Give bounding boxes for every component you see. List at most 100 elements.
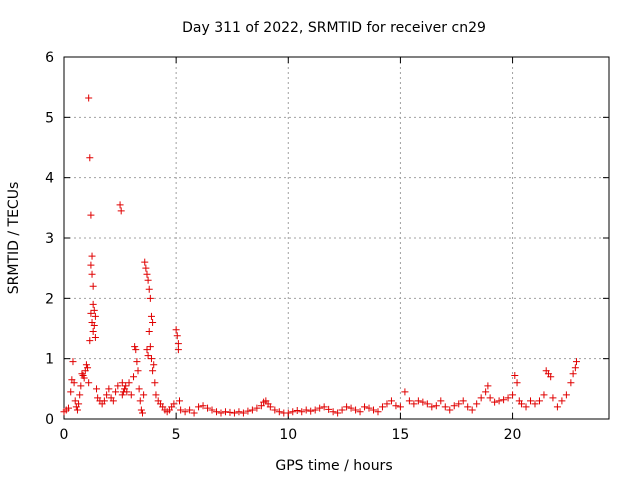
data-point xyxy=(401,388,409,396)
data-point xyxy=(122,382,130,390)
data-point xyxy=(70,379,78,387)
data-point xyxy=(392,402,400,410)
data-point xyxy=(69,358,77,366)
data-point xyxy=(142,264,150,272)
data-point xyxy=(91,312,99,320)
data-point xyxy=(190,409,198,417)
data-point xyxy=(562,391,570,399)
data-point xyxy=(84,364,92,372)
data-point xyxy=(298,408,306,416)
data-point xyxy=(459,397,467,405)
data-point xyxy=(414,397,422,405)
data-point xyxy=(103,391,111,399)
data-point xyxy=(170,400,178,408)
data-point xyxy=(221,408,229,416)
data-point xyxy=(365,404,373,412)
data-point xyxy=(85,94,93,102)
data-point xyxy=(428,403,436,411)
data-point xyxy=(396,403,404,411)
data-point xyxy=(553,403,561,411)
data-point xyxy=(147,355,155,363)
data-point xyxy=(567,379,575,387)
data-point xyxy=(405,397,413,405)
data-point xyxy=(204,404,212,412)
x-tick-label: 0 xyxy=(60,427,69,443)
data-point xyxy=(138,409,146,417)
x-tick-label: 5 xyxy=(172,427,181,443)
data-point xyxy=(143,270,151,278)
data-point xyxy=(432,402,440,410)
data-point xyxy=(370,406,378,414)
data-point xyxy=(130,373,138,381)
data-point xyxy=(266,403,274,411)
data-point xyxy=(343,403,351,411)
data-point xyxy=(504,394,512,402)
data-point xyxy=(143,346,151,354)
data-point xyxy=(85,379,93,387)
data-point xyxy=(495,397,503,405)
y-tick-label: 5 xyxy=(45,110,54,126)
data-point xyxy=(135,385,143,393)
y-tick-label: 6 xyxy=(45,50,54,66)
data-point xyxy=(213,408,221,416)
x-axis-label: GPS time / hours xyxy=(275,458,392,474)
data-point xyxy=(522,403,530,411)
data-point xyxy=(117,207,125,215)
data-point xyxy=(89,282,97,290)
data-point xyxy=(88,270,96,278)
data-point xyxy=(87,211,95,219)
data-point xyxy=(239,409,247,417)
data-point xyxy=(468,406,476,414)
data-point xyxy=(176,397,184,405)
data-point xyxy=(89,328,97,336)
data-point xyxy=(149,318,157,326)
data-point xyxy=(174,346,182,354)
data-point xyxy=(136,397,144,405)
data-point xyxy=(144,276,152,284)
data-point xyxy=(77,382,85,390)
data-point xyxy=(114,382,122,390)
data-point xyxy=(473,400,481,408)
data-point xyxy=(450,402,458,410)
data-point xyxy=(73,406,81,414)
data-point xyxy=(109,397,117,405)
data-point xyxy=(361,403,369,411)
data-point xyxy=(302,406,310,414)
data-point xyxy=(558,397,566,405)
data-point xyxy=(356,408,364,416)
data-point xyxy=(87,261,95,269)
data-point xyxy=(105,385,113,393)
data-point xyxy=(140,391,148,399)
x-tick-label: 15 xyxy=(392,427,410,443)
data-point xyxy=(146,343,154,351)
data-point xyxy=(78,370,86,378)
data-point xyxy=(217,409,225,417)
data-point xyxy=(89,300,97,308)
data-point xyxy=(441,403,449,411)
data-point xyxy=(132,346,140,354)
data-point xyxy=(152,391,160,399)
data-point xyxy=(91,334,99,342)
data-point xyxy=(76,391,84,399)
data-point xyxy=(123,388,131,396)
data-points xyxy=(60,94,580,417)
data-point xyxy=(531,400,539,408)
data-point xyxy=(125,379,133,387)
data-point xyxy=(571,364,579,372)
data-point xyxy=(195,403,203,411)
data-point xyxy=(549,394,557,402)
data-point xyxy=(347,404,355,412)
data-point xyxy=(477,394,485,402)
data-point xyxy=(118,379,126,387)
data-point xyxy=(90,306,98,314)
data-point xyxy=(67,388,75,396)
data-point xyxy=(275,408,283,416)
data-point xyxy=(338,406,346,414)
data-point xyxy=(64,404,72,412)
data-point xyxy=(134,367,142,375)
data-point xyxy=(150,361,158,369)
data-point xyxy=(455,400,463,408)
y-axis-label: SRMTID / TECUs xyxy=(6,182,22,295)
data-point xyxy=(329,408,337,416)
